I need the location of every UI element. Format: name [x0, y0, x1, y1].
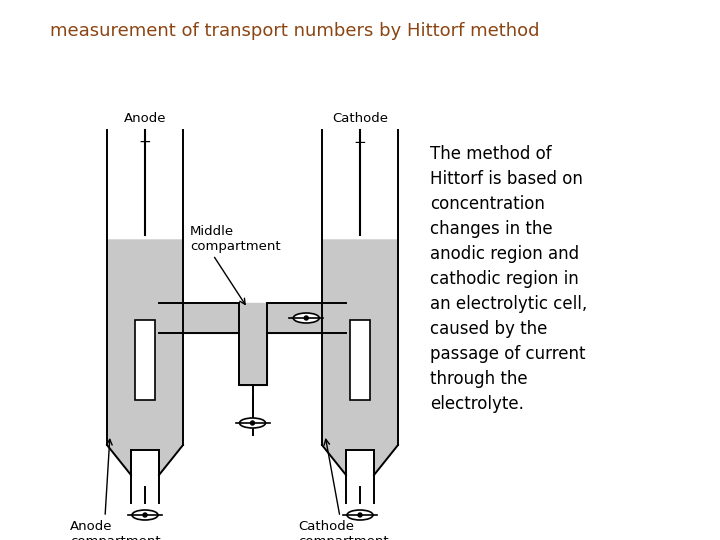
Ellipse shape	[251, 421, 254, 425]
Text: Cathode
compartment: Cathode compartment	[298, 520, 389, 540]
Ellipse shape	[347, 510, 373, 520]
Text: +: +	[139, 135, 151, 150]
Polygon shape	[107, 240, 183, 475]
Text: The method of
Hittorf is based on
concentration
changes in the
anodic region and: The method of Hittorf is based on concen…	[430, 145, 588, 413]
Text: Middle
compartment: Middle compartment	[190, 225, 281, 253]
Text: Anode
compartment: Anode compartment	[70, 520, 161, 540]
Ellipse shape	[293, 313, 319, 323]
Bar	[350, 320, 370, 400]
Ellipse shape	[358, 513, 362, 517]
Polygon shape	[159, 303, 346, 385]
Ellipse shape	[305, 316, 308, 320]
Text: Anode: Anode	[124, 112, 166, 125]
Ellipse shape	[143, 513, 147, 517]
Bar	[135, 320, 155, 400]
Text: −: −	[354, 135, 366, 150]
Polygon shape	[322, 240, 398, 475]
Ellipse shape	[240, 418, 266, 428]
Ellipse shape	[132, 510, 158, 520]
Text: measurement of transport numbers by Hittorf method: measurement of transport numbers by Hitt…	[50, 22, 539, 40]
Text: Cathode: Cathode	[332, 112, 388, 125]
